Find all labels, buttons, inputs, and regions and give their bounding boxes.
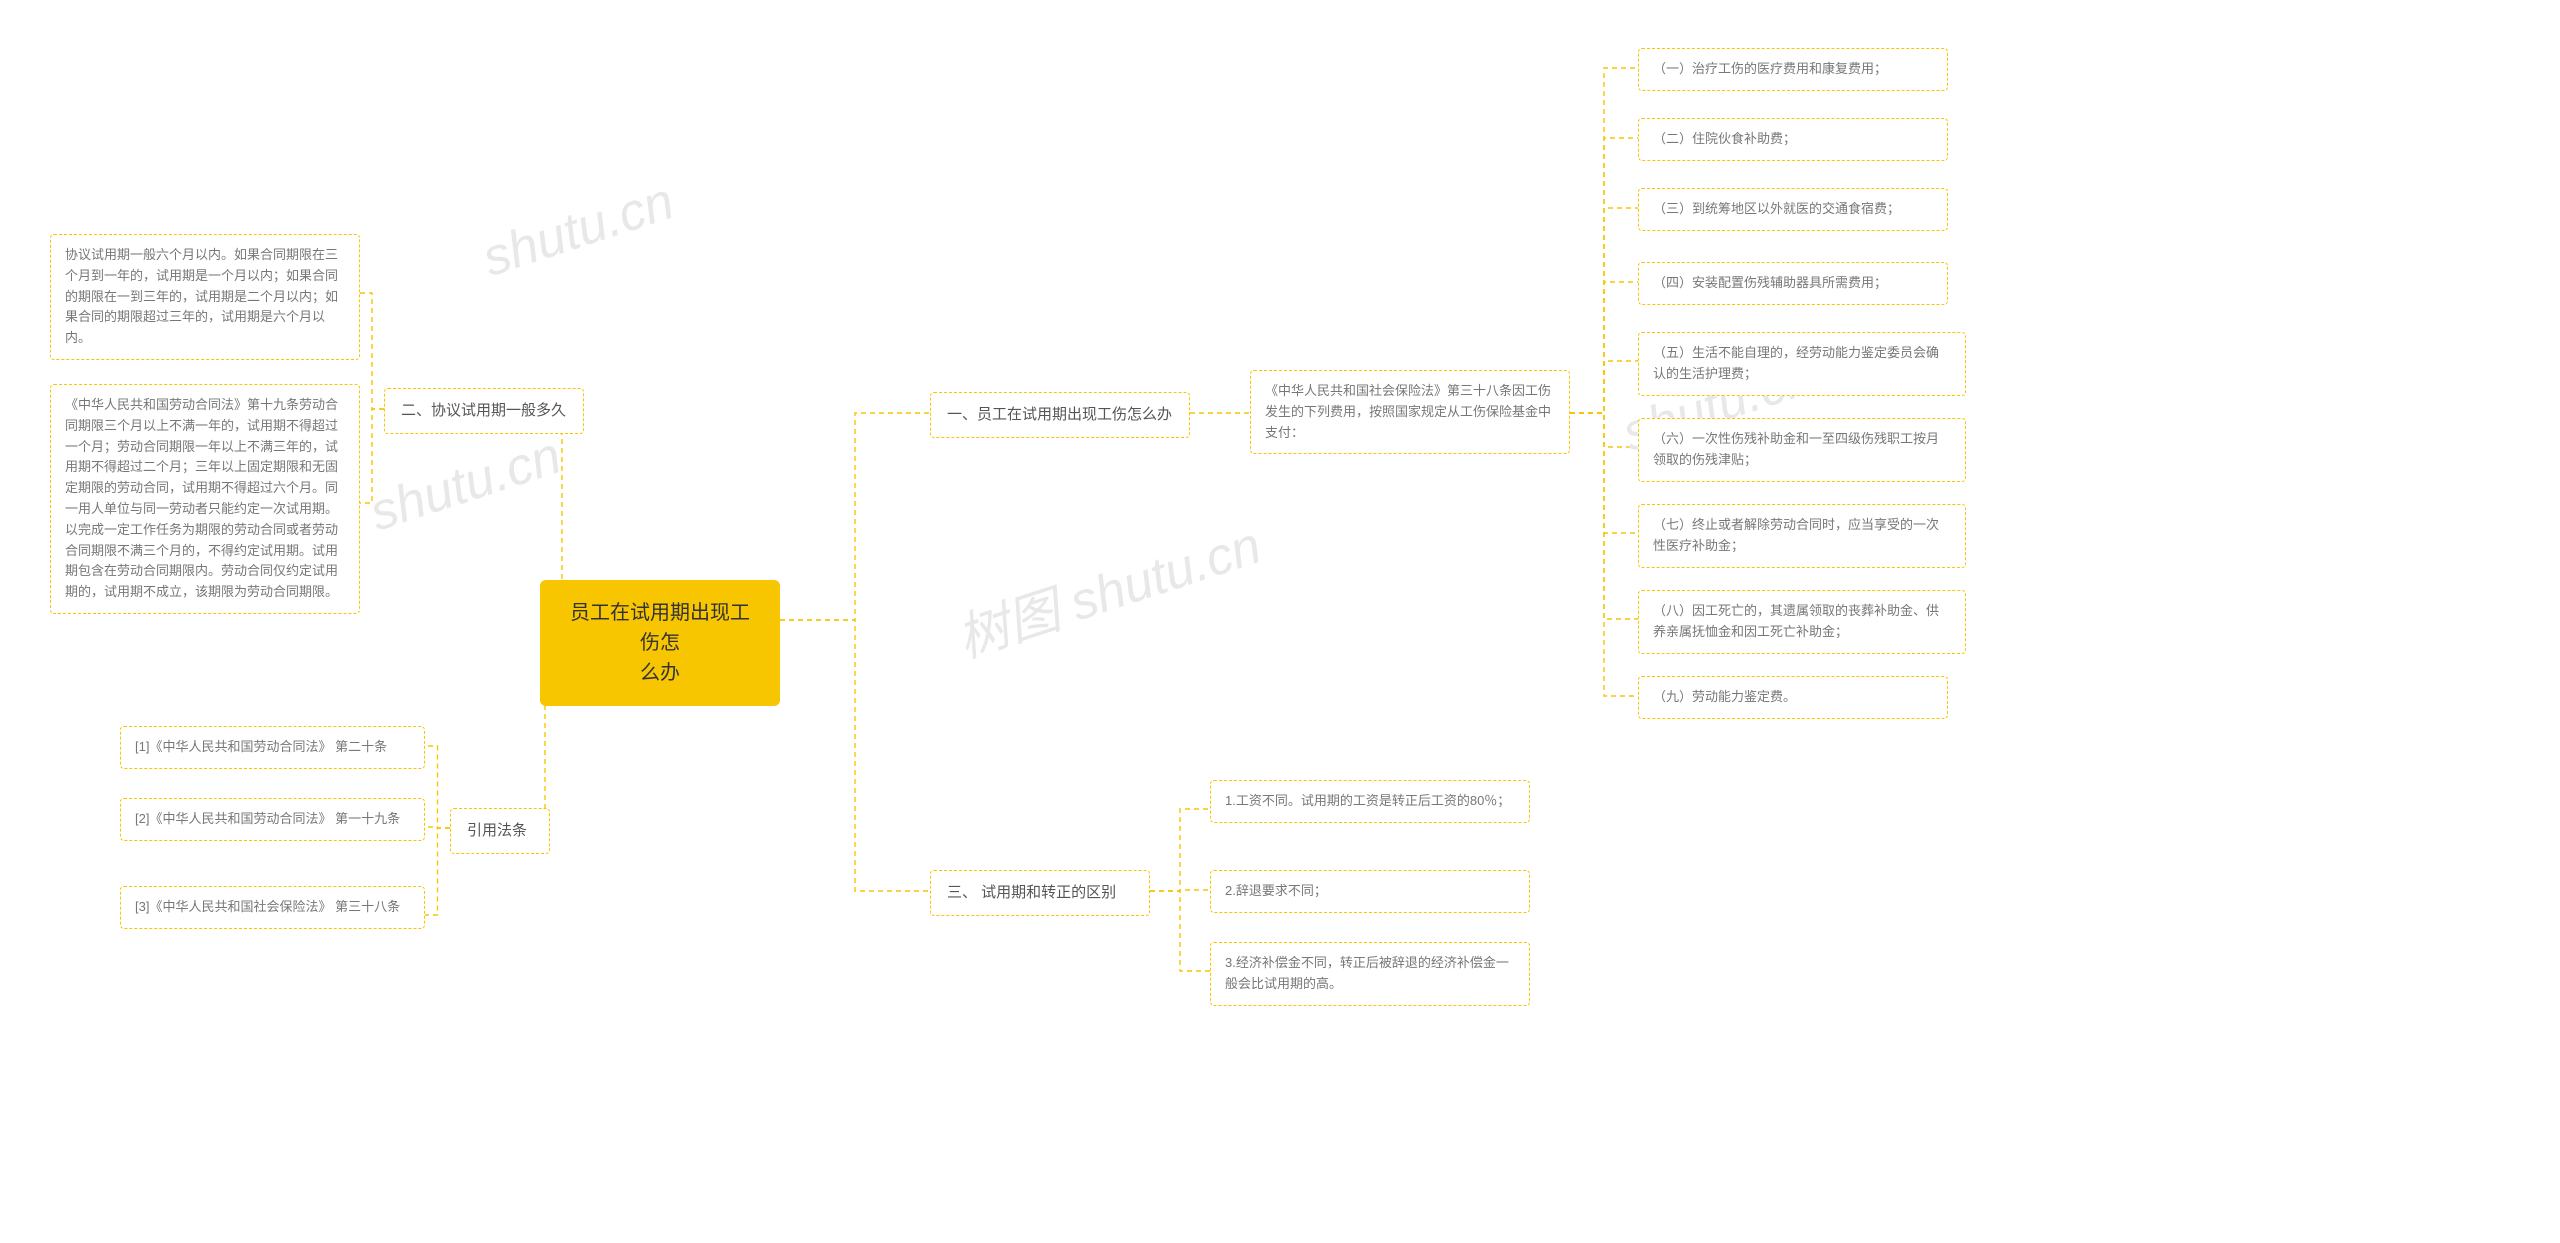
root-node: 员工在试用期出现工伤怎么办 [540,580,780,706]
leaf-node: （五）生活不能自理的，经劳动能力鉴定委员会确认的生活护理费； [1638,332,1966,396]
leaf-node: [3]《中华人民共和国社会保险法》 第三十八条 [120,886,425,929]
leaf-node: （八）因工死亡的，其遗属领取的丧葬补助金、供养亲属抚恤金和因工死亡补助金； [1638,590,1966,654]
leaf-node: （九）劳动能力鉴定费。 [1638,676,1948,719]
branch-node: 一、员工在试用期出现工伤怎么办 [930,392,1190,438]
leaf-node: （三）到统筹地区以外就医的交通食宿费； [1638,188,1948,231]
leaf-node: 协议试用期一般六个月以内。如果合同期限在三个月到一年的，试用期是一个月以内；如果… [50,234,360,360]
leaf-node: 3.经济补偿金不同，转正后被辞退的经济补偿金一般会比试用期的高。 [1210,942,1530,1006]
leaf-node: （七）终止或者解除劳动合同时，应当享受的一次性医疗补助金； [1638,504,1966,568]
leaf-node: 1.工资不同。试用期的工资是转正后工资的80％； [1210,780,1530,823]
leaf-node: 《中华人民共和国劳动合同法》第十九条劳动合同期限三个月以上不满一年的，试用期不得… [50,384,360,614]
leaf-node: [2]《中华人民共和国劳动合同法》 第一十九条 [120,798,425,841]
watermark-text: shutu.cn [476,171,681,289]
branch-node: 二、协议试用期一般多久 [384,388,584,434]
leaf-node: 2.辞退要求不同； [1210,870,1530,913]
leaf-node: （一）治疗工伤的医疗费用和康复费用； [1638,48,1948,91]
mindmap-connectors [0,0,2560,1243]
leaf-node: [1]《中华人民共和国劳动合同法》 第二十条 [120,726,425,769]
watermark-text: 树图 shutu.cn [946,503,1269,672]
branch-node: 引用法条 [450,808,550,854]
leaf-node: （二）住院伙食补助费； [1638,118,1948,161]
leaf-node: （六）一次性伤残补助金和一至四级伤残职工按月领取的伤残津贴； [1638,418,1966,482]
leaf-node: 《中华人民共和国社会保险法》第三十八条因工伤发生的下列费用，按照国家规定从工伤保… [1250,370,1570,454]
branch-node: 三、 试用期和转正的区别 [930,870,1150,916]
leaf-node: （四）安装配置伤残辅助器具所需费用； [1638,262,1948,305]
